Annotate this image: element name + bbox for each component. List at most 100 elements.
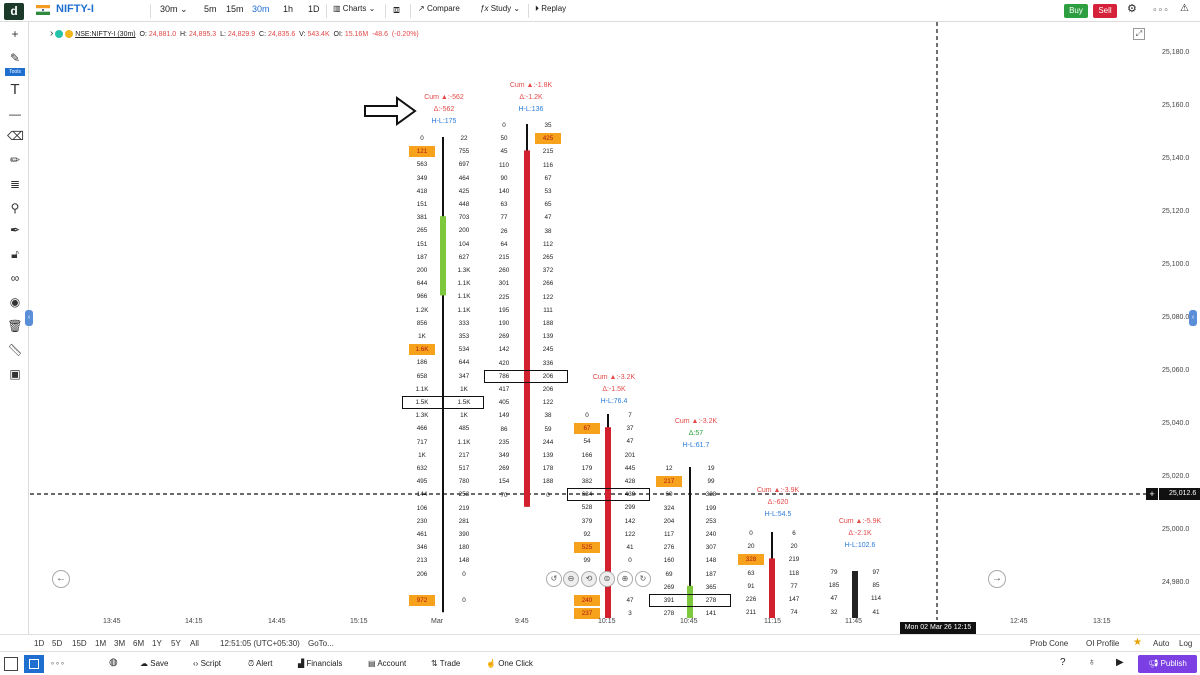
layout-single-icon[interactable] [4, 657, 18, 671]
range-1m[interactable]: 1M [95, 639, 107, 648]
charts-menu[interactable]: ▥ Charts ⌄ [333, 4, 375, 13]
bid-volume-cell: 269 [498, 465, 510, 473]
bid-volume-cell: 644 [416, 280, 428, 288]
script-label: Script [200, 659, 222, 668]
brush-icon[interactable]: ✎ [9, 51, 21, 65]
auto-scale-button[interactable]: Auto [1153, 639, 1170, 648]
reset-icon[interactable]: ⟲ [581, 571, 597, 587]
layout-split-icon[interactable] [24, 655, 44, 673]
interval-5m[interactable]: 5m [204, 4, 217, 14]
script-button[interactable]: ‹› Script [193, 659, 221, 668]
undo-icon[interactable]: ↺ [546, 571, 562, 587]
palette-icon[interactable]: ◍ [109, 657, 118, 668]
bid-volume-cell: 92 [583, 530, 591, 538]
financials-button[interactable]: ▟ Financials [298, 659, 342, 668]
range-5d[interactable]: 5D [52, 639, 63, 648]
range-5y[interactable]: 5Y [171, 639, 181, 648]
compare-button[interactable]: ↗ Compare [418, 4, 460, 13]
account-button[interactable]: ▤ Account [368, 659, 406, 668]
log-scale-button[interactable]: Log [1179, 639, 1193, 648]
interval-1h[interactable]: 1h [283, 4, 294, 14]
video-icon[interactable]: ▶ [1116, 657, 1124, 668]
fib-icon[interactable]: ≣ [9, 177, 21, 191]
replay-button[interactable]: ⏵ Replay [535, 4, 566, 14]
clock-time[interactable]: 12:51:05 (UTC+05:30) [220, 639, 300, 648]
ask-volume-cell: 148 [458, 557, 470, 565]
price-axis[interactable]: 25,180.0 25,160.0 25,140.0 25,120.0 25,100.0… [1146, 22, 1200, 634]
layout-icon[interactable]: ⧈ [393, 4, 400, 16]
legend-symbol[interactable]: NSE:NIFTY-I (30m) [75, 31, 136, 38]
bid-volume-cell: 856 [416, 319, 428, 327]
collapse-toolbar-handle[interactable]: ‹ [25, 310, 33, 326]
arrow-drawing[interactable] [363, 94, 419, 128]
pen-icon[interactable]: ✒ [9, 223, 21, 237]
more-menu[interactable]: ∘∘∘ [1152, 4, 1169, 14]
goto-button[interactable]: GoTo... [308, 639, 334, 648]
snapshot-icon[interactable]: ▣ [9, 367, 21, 381]
star-icon[interactable]: ★ [1133, 637, 1142, 648]
measure-icon[interactable]: ⚲ [10, 201, 20, 215]
line-icon[interactable]: — [9, 107, 21, 121]
range-15d[interactable]: 15D [72, 639, 87, 648]
sell-button[interactable]: Sell [1093, 4, 1117, 18]
help-icon[interactable]: ? [1060, 657, 1066, 668]
zoom-in-icon[interactable]: ⊕ [617, 571, 633, 587]
redo-icon[interactable]: ↻ [635, 571, 651, 587]
bid-volume-cell: 1.6K [409, 344, 435, 356]
ask-volume-cell: 755 [458, 148, 470, 156]
crosshair-icon[interactable]: + [11, 27, 19, 41]
study-button[interactable]: ƒx Study ⌄ [480, 4, 520, 13]
scroll-left-button[interactable]: ← [52, 570, 70, 588]
prob-cone-button[interactable]: Prob Cone [1030, 639, 1069, 648]
range-1d[interactable]: 1D [34, 639, 45, 648]
collapse-legend-icon[interactable]: › [50, 28, 54, 39]
app-logo[interactable]: d [4, 3, 24, 20]
gear-icon[interactable]: ⚙ [1127, 3, 1137, 15]
bulb-icon[interactable]: ♁ [1088, 657, 1096, 668]
symbol-name[interactable]: NIFTY-I [56, 3, 94, 15]
zoom-out-icon[interactable]: ⊖ [563, 571, 579, 587]
one-click-button[interactable]: ☝ One Click [486, 659, 533, 668]
eraser-icon[interactable]: ⌫ [7, 129, 24, 143]
interval-15m[interactable]: 15m [226, 4, 244, 14]
india-flag-icon [36, 5, 50, 15]
trash-icon[interactable]: 🗑︎ [7, 319, 23, 333]
link-icon[interactable]: ∞ [10, 271, 20, 285]
more-icon[interactable]: ∘∘∘ [50, 659, 66, 668]
eye-icon[interactable]: ◉ [9, 295, 21, 309]
expand-panel-handle[interactable]: ‹ [1189, 310, 1197, 326]
text-icon[interactable]: T [10, 81, 20, 98]
annotation-cum: Cum ▲:-1.8K [509, 82, 553, 89]
bid-volume-cell: 50 [500, 135, 508, 143]
ask-volume-cell: 99 [707, 478, 715, 486]
ask-volume-cell: 353 [458, 333, 470, 340]
legend-low-label: L: [220, 31, 226, 38]
interval-selector[interactable]: 30m ⌄ [160, 4, 188, 15]
range-1y[interactable]: 1Y [152, 639, 162, 648]
lock-icon[interactable]: 🔓︎ [11, 247, 19, 261]
add-alert-icon[interactable]: + [1146, 488, 1158, 500]
bid-volume-cell: 99 [583, 557, 591, 565]
interval-30m[interactable]: 30m [252, 4, 270, 14]
expand-icon[interactable]: ⤢ [1133, 28, 1145, 40]
annotation-cum: Cum ▲:-3.9K [756, 487, 800, 494]
publish-button[interactable]: 📢︎ Publish [1138, 655, 1197, 673]
buy-button[interactable]: Buy [1064, 4, 1088, 18]
save-label: Save [150, 659, 169, 668]
trade-button[interactable]: ⇅ Trade [431, 659, 460, 668]
ask-volume-cell: 390 [458, 531, 470, 538]
ask-volume-cell: 201 [624, 451, 636, 459]
oi-profile-button[interactable]: OI Profile [1086, 639, 1120, 648]
interval-1d[interactable]: 1D [308, 4, 320, 14]
range-3m[interactable]: 3M [114, 639, 126, 648]
chart-area[interactable]: › NSE:NIFTY-I (30m) O: 24,881.0 H: 24,89… [30, 22, 1158, 634]
save-button[interactable]: ☁ Save [140, 659, 168, 668]
warning-icon[interactable]: ⚠ [1180, 3, 1189, 14]
pencil-icon[interactable]: ✏ [9, 153, 21, 167]
scroll-right-button[interactable]: → [988, 570, 1006, 588]
settings-circle-icon[interactable]: ⊜ [599, 571, 615, 587]
ruler-icon[interactable]: 📏︎ [7, 343, 23, 357]
alert-button[interactable]: ⏰︎ Alert [248, 659, 272, 669]
range-all[interactable]: All [190, 639, 199, 648]
range-6m[interactable]: 6M [133, 639, 145, 648]
